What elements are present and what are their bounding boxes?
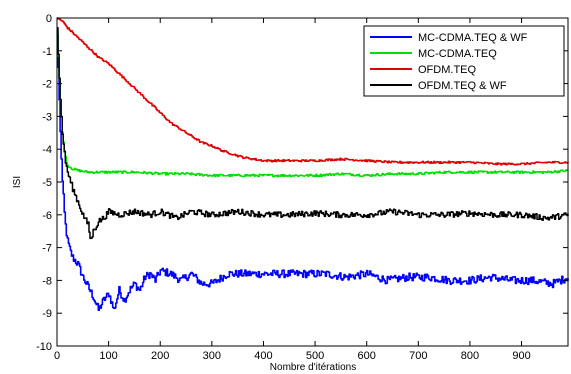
legend: MC-CDMA.TEQ & WF MC-CDMA.TEQ OFDM.TEQ OFDM.…	[363, 25, 565, 97]
y-tick-label--6: -6	[42, 210, 52, 222]
y-tick-label--10: -10	[36, 341, 52, 353]
y-tick-label--1: -1	[42, 46, 52, 58]
legend-label-4: OFDM.TEQ & WF	[418, 80, 507, 92]
legend-label-3: OFDM.TEQ	[418, 64, 476, 76]
x-tick-label-900: 900	[512, 350, 530, 362]
series-line-4	[57, 27, 569, 240]
x-axis-label: Nombre d'itérations	[270, 362, 356, 373]
y-tick-label--9: -9	[42, 308, 52, 320]
x-tick-label-400: 400	[254, 350, 272, 362]
y-tick-label--3: -3	[42, 111, 52, 123]
y-tick-label-0: 0	[46, 13, 52, 25]
x-tick-label-800: 800	[461, 350, 479, 362]
y-tick-label--7: -7	[42, 243, 52, 255]
x-tick-label-300: 300	[203, 350, 221, 362]
plot-series-group	[57, 17, 569, 311]
y-tick-label--4: -4	[42, 144, 52, 156]
x-axis-ticks: 0 100 200 300 400 500 600 700 800 900	[54, 18, 531, 362]
y-tick-label--8: -8	[42, 275, 52, 287]
x-tick-label-200: 200	[151, 350, 169, 362]
y-axis-ticks: 0 -1 -2 -3 -4 -5 -6 -7 -8 -9 -10	[36, 13, 568, 353]
series-line-1	[57, 33, 569, 311]
x-tick-label-100: 100	[99, 350, 117, 362]
legend-label-2: MC-CDMA.TEQ	[418, 48, 497, 60]
series-line-3	[57, 17, 569, 166]
legend-label-1: MC-CDMA.TEQ & WF	[418, 32, 528, 44]
x-tick-label-500: 500	[306, 350, 324, 362]
y-axis-label: ISI	[12, 176, 23, 188]
y-tick-label--2: -2	[42, 79, 52, 91]
x-tick-label-700: 700	[409, 350, 427, 362]
x-tick-label-0: 0	[54, 350, 60, 362]
x-tick-label-600: 600	[358, 350, 376, 362]
series-line-2	[57, 33, 569, 178]
y-tick-label--5: -5	[42, 177, 52, 189]
